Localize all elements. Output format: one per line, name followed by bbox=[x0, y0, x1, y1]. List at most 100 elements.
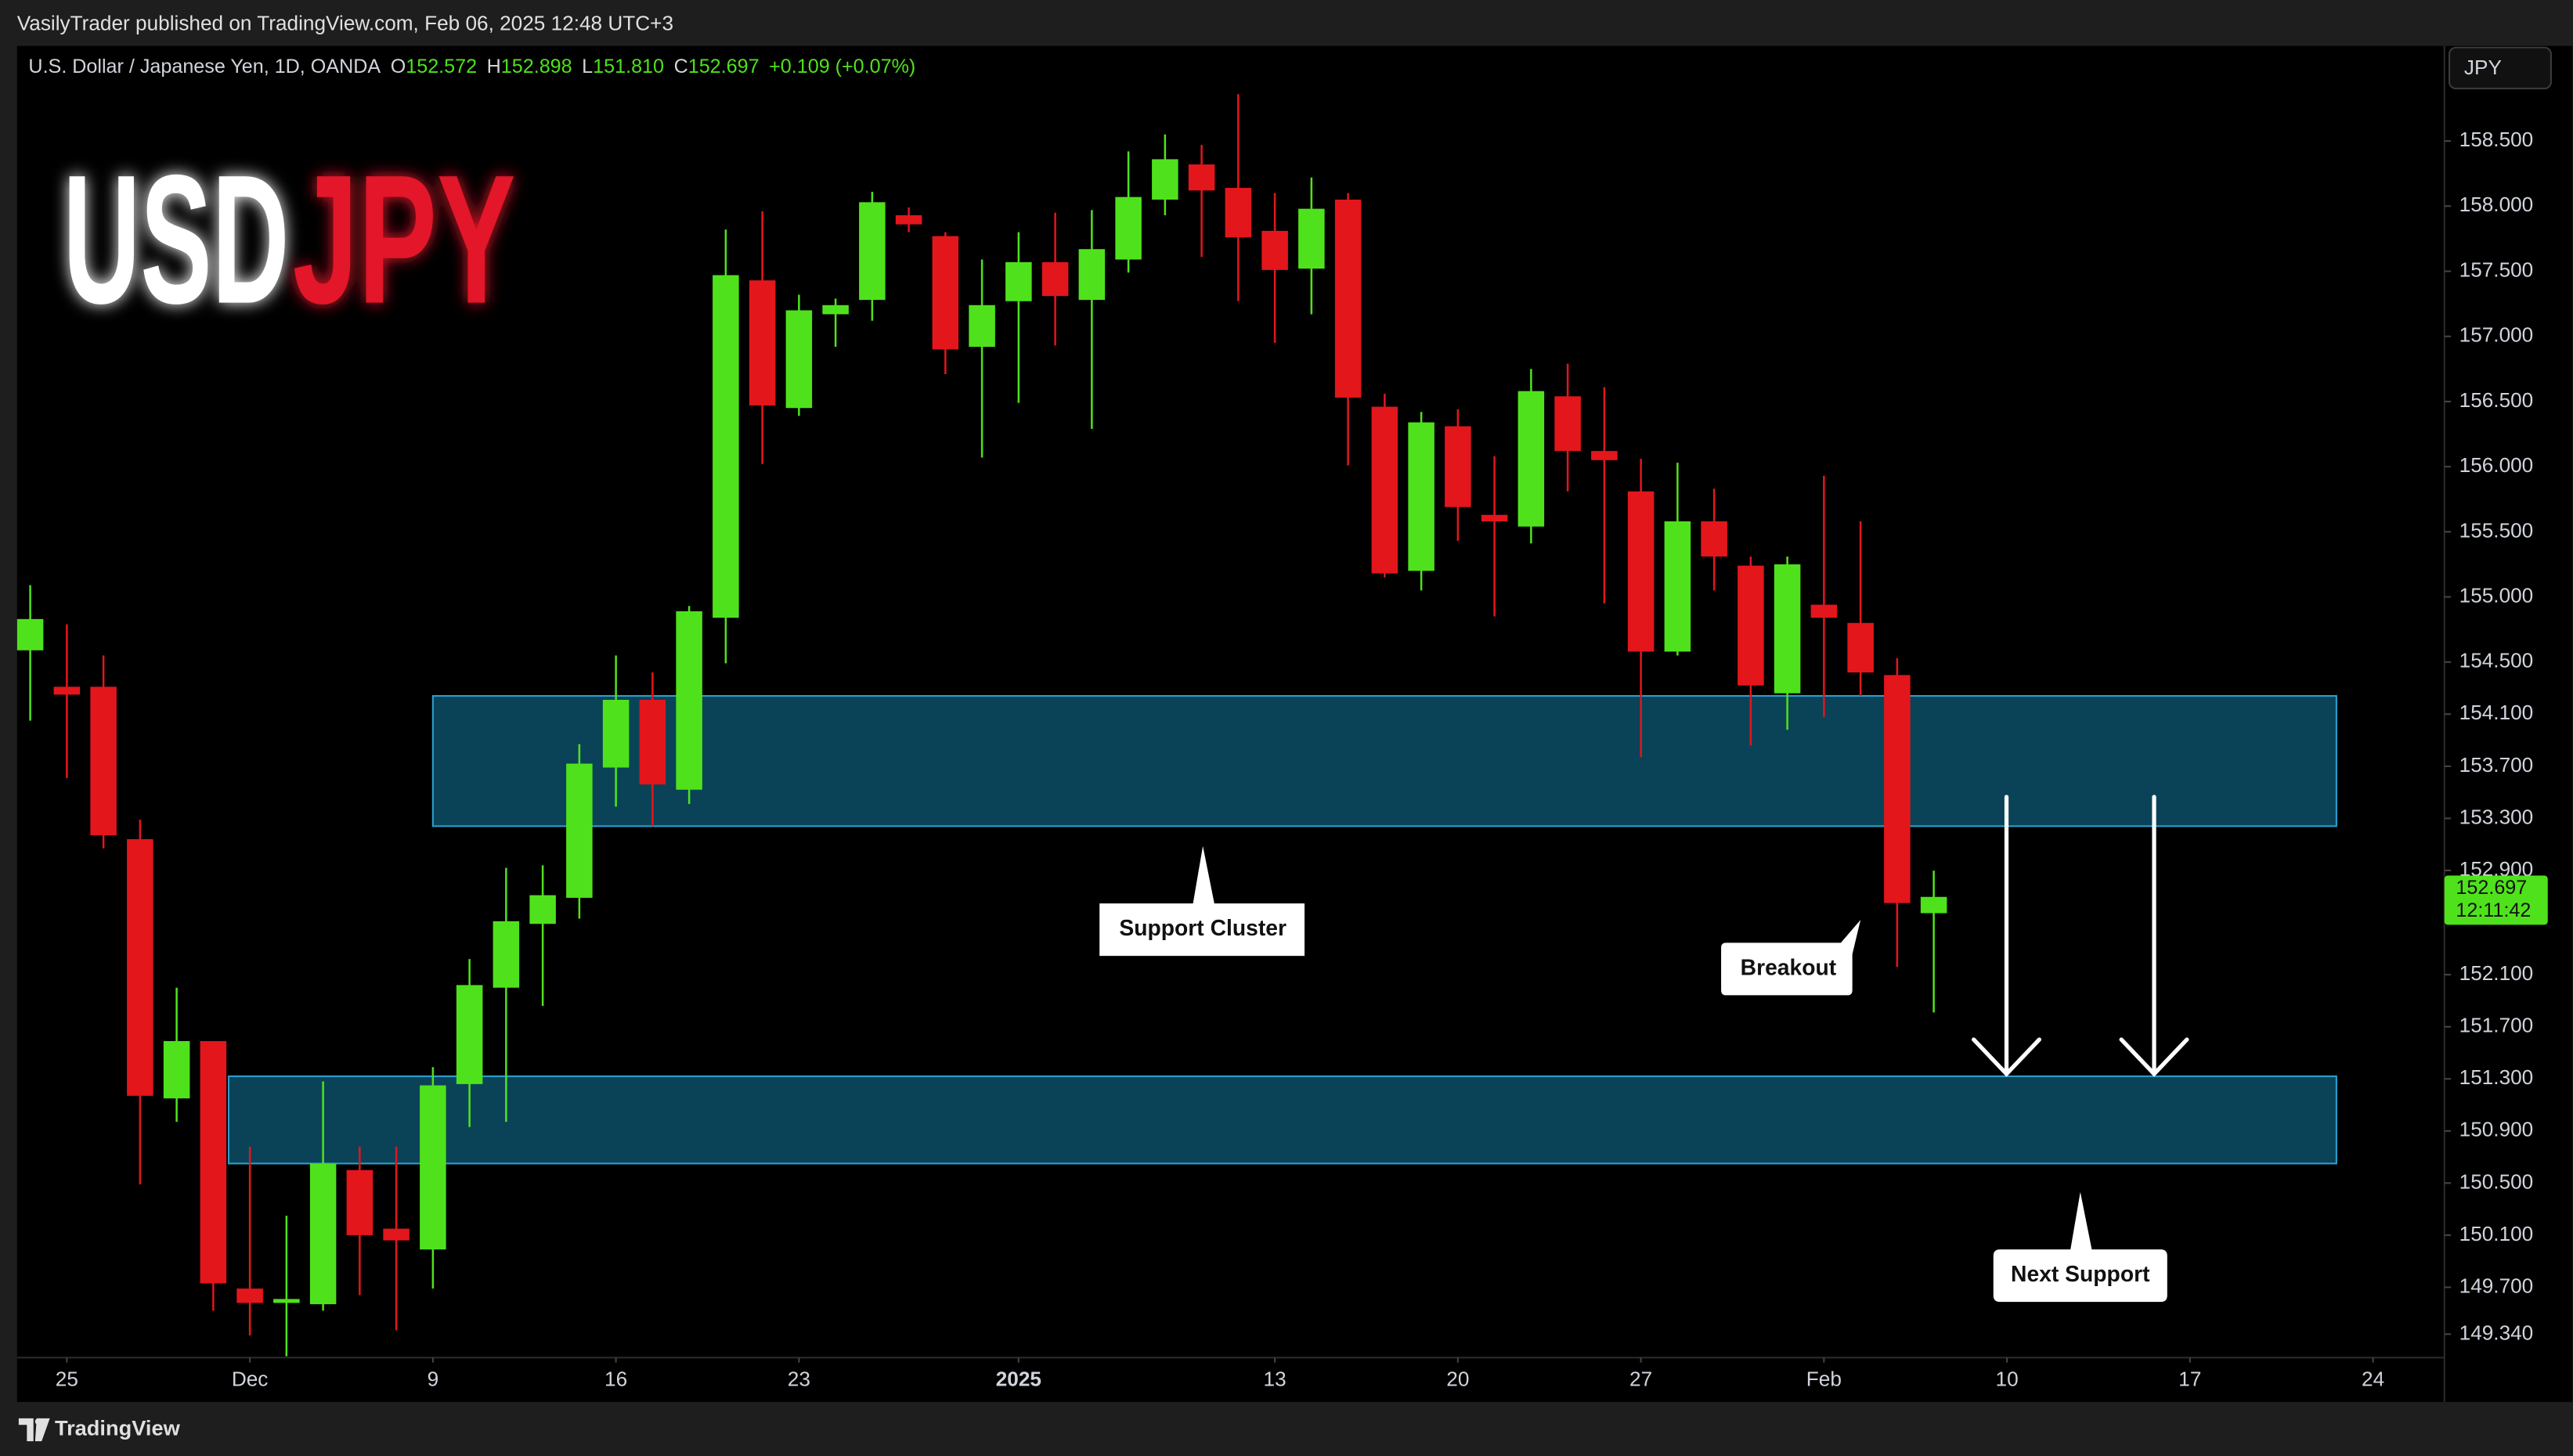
legend: U.S. Dollar / Japanese Yen, 1D, OANDA O15… bbox=[28, 56, 915, 77]
ohlc-key: H bbox=[487, 56, 501, 77]
y-tick-label: 155.000 bbox=[2459, 583, 2534, 607]
footer-brand: TradingView bbox=[55, 1416, 181, 1440]
candle-body bbox=[163, 1040, 190, 1099]
ohlc-key: L bbox=[582, 56, 593, 77]
y-tick-label: 149.340 bbox=[2459, 1321, 2534, 1344]
candle-body bbox=[1334, 200, 1362, 398]
change: +0.109 (+0.07%) bbox=[769, 56, 915, 77]
y-tick-label: 158.500 bbox=[2459, 128, 2534, 151]
candle-body bbox=[420, 1085, 446, 1250]
candle-body bbox=[749, 280, 776, 405]
candle-body bbox=[1664, 521, 1691, 652]
y-tick-label: 157.000 bbox=[2459, 323, 2534, 347]
y-tick-label: 151.700 bbox=[2459, 1014, 2534, 1037]
y-tick-label: 153.700 bbox=[2459, 753, 2534, 777]
logo-jpy: JPY bbox=[293, 137, 516, 342]
zone bbox=[431, 694, 2337, 827]
candle-body bbox=[1298, 208, 1325, 269]
countdown: 12:11:42 bbox=[2456, 899, 2531, 921]
candle-body bbox=[602, 699, 630, 768]
y-tick-label: 155.500 bbox=[2459, 518, 2534, 542]
callout-bg bbox=[1721, 920, 1861, 996]
y-tick-label: 158.000 bbox=[2459, 193, 2534, 216]
arrow bbox=[1972, 795, 2042, 1077]
candle-body bbox=[566, 763, 593, 898]
candle-body bbox=[895, 214, 922, 225]
logo: USD JPY bbox=[63, 137, 515, 342]
candle-body bbox=[127, 839, 153, 1096]
candle-body bbox=[1920, 896, 1947, 914]
candle-body bbox=[676, 611, 702, 790]
candle-body bbox=[859, 202, 886, 301]
y-tick-label: 153.300 bbox=[2459, 805, 2534, 828]
callout: Breakout bbox=[1721, 920, 1861, 996]
x-tick-label: Feb bbox=[1806, 1368, 1842, 1391]
y-tick-label: 149.700 bbox=[2459, 1274, 2534, 1297]
last-price: 152.697 bbox=[2456, 877, 2527, 899]
y-tick-label: 150.900 bbox=[2459, 1118, 2534, 1141]
y-tick-label: 154.100 bbox=[2459, 701, 2534, 724]
candle-body bbox=[822, 305, 849, 315]
y-tick-label: 150.500 bbox=[2459, 1169, 2534, 1193]
candle-body bbox=[1481, 514, 1508, 522]
tv-icon bbox=[18, 1418, 50, 1442]
button-bg[interactable] bbox=[2448, 46, 2552, 90]
candle-body bbox=[1078, 249, 1106, 301]
plot: 149.340 149.700 150.100 150.500 150.900 151.3… bbox=[16, 94, 2534, 1391]
x-tick-label: 17 bbox=[2178, 1368, 2201, 1391]
candle-body bbox=[346, 1169, 374, 1235]
price-label: 152.697 12:11:42 bbox=[2444, 875, 2548, 925]
candle-body bbox=[1115, 196, 1142, 260]
candle-body bbox=[273, 1299, 300, 1303]
candle-body bbox=[1847, 622, 1874, 673]
candle-body bbox=[529, 895, 556, 924]
tv-icon-dot bbox=[34, 1418, 42, 1425]
candle-body bbox=[1738, 565, 1764, 686]
x-tick-label: 20 bbox=[1446, 1368, 1469, 1391]
candle-body bbox=[16, 618, 44, 651]
logo-usd: USD bbox=[63, 137, 289, 342]
x-tick-label: 16 bbox=[604, 1368, 627, 1391]
candle-body bbox=[1810, 604, 1838, 618]
candle-body bbox=[1445, 426, 1471, 507]
candle-body bbox=[200, 1040, 227, 1284]
ohlc-key: O bbox=[391, 56, 406, 77]
y-tick-label: 151.300 bbox=[2459, 1065, 2534, 1089]
price-label-bg bbox=[2444, 875, 2548, 925]
button-label[interactable]: JPY bbox=[2464, 56, 2502, 79]
zone bbox=[227, 1075, 2337, 1165]
callout-label: Breakout bbox=[1741, 954, 1837, 979]
candle-body bbox=[932, 236, 959, 350]
candle-body bbox=[1371, 406, 1398, 574]
arrows bbox=[1972, 795, 2189, 1077]
candle-body bbox=[456, 985, 483, 1084]
ohlc-value: 152.572 bbox=[406, 56, 477, 77]
candle-body bbox=[493, 921, 520, 988]
candle-body bbox=[1152, 159, 1178, 200]
candle-body bbox=[713, 275, 739, 618]
candle-body bbox=[969, 305, 995, 348]
candle-body bbox=[1261, 230, 1288, 270]
candle-body bbox=[1884, 675, 1911, 903]
x-tick-label: 27 bbox=[1629, 1368, 1652, 1391]
candle-body bbox=[1408, 422, 1434, 571]
y-tick-label: 154.500 bbox=[2459, 649, 2534, 672]
candle-body bbox=[1041, 261, 1069, 297]
footer: TradingView bbox=[18, 1416, 181, 1442]
x-tick-label: 23 bbox=[788, 1368, 810, 1391]
candle-body bbox=[383, 1228, 410, 1241]
x-tick-label: Dec bbox=[232, 1368, 269, 1391]
x-tick-label: 13 bbox=[1264, 1368, 1286, 1391]
candle-body bbox=[1188, 164, 1215, 191]
x-tick-label: 24 bbox=[2362, 1368, 2384, 1391]
candle-body bbox=[236, 1288, 263, 1303]
header: VasilyTrader published on TradingView.co… bbox=[17, 11, 673, 34]
callout-label: Support Cluster bbox=[1119, 915, 1286, 940]
currency-button[interactable]: JPY bbox=[2448, 46, 2552, 90]
candle-body bbox=[309, 1163, 337, 1305]
x-tick-label: 10 bbox=[1996, 1368, 2019, 1391]
candle-body bbox=[53, 687, 81, 695]
candle-body bbox=[1774, 564, 1801, 694]
callout-bg bbox=[1099, 845, 1305, 957]
x-tick-label: 9 bbox=[428, 1368, 439, 1391]
